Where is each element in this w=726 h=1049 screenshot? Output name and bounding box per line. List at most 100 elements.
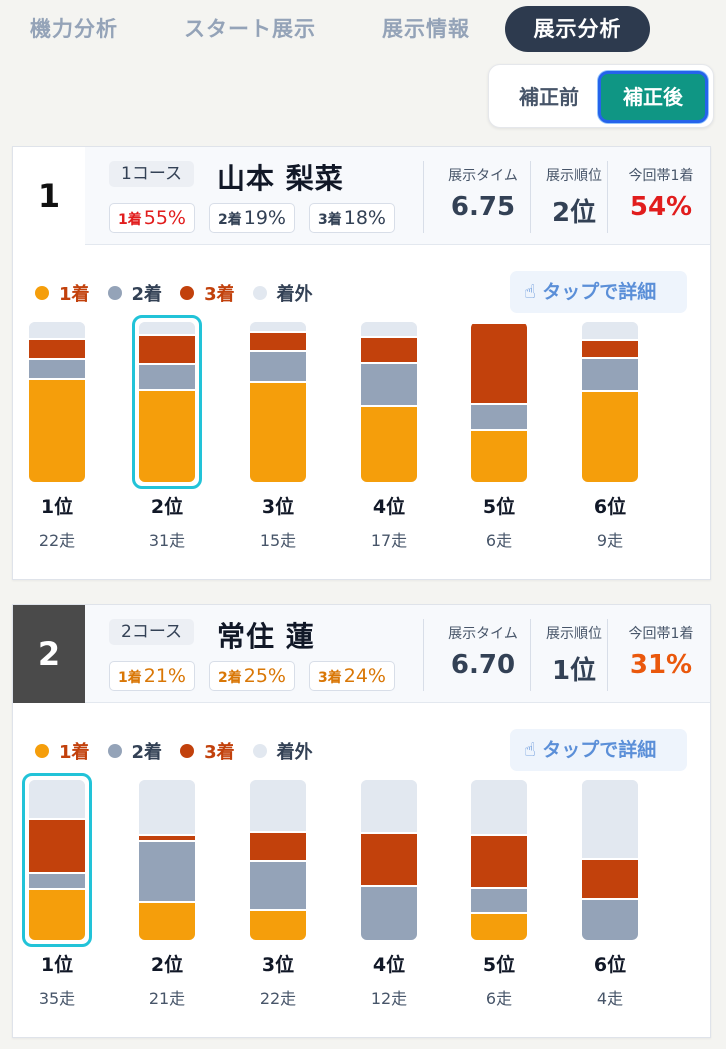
tap-for-details-button[interactable]: ☝ タップで詳細 <box>510 271 687 313</box>
rank-stacked-bar[interactable] <box>139 322 195 482</box>
bar-segment-p2 <box>361 363 417 407</box>
bar-rank-label: 3位 <box>261 954 295 976</box>
bar-rank-label: 2位 <box>150 496 184 518</box>
bar-segment-p1 <box>250 911 306 940</box>
bar-segment-p3 <box>29 820 85 875</box>
legend-dot <box>35 744 49 758</box>
bar-segment-p1 <box>29 379 85 482</box>
bar-segment-p2 <box>250 352 306 383</box>
bar-segment-p2 <box>471 888 527 915</box>
bar-rank-label: 4位 <box>372 954 406 976</box>
rank-stacked-bar[interactable] <box>361 780 417 940</box>
legend-dot <box>35 286 49 300</box>
rate-value: 24% <box>343 665 386 687</box>
bar-segment-p3 <box>361 338 417 364</box>
bar-rank-label: 1位 <box>40 496 74 518</box>
legend-outside: 着外 <box>252 738 313 764</box>
rank-stacked-bar[interactable] <box>250 780 306 940</box>
exhibition-time-label: 展示タイム <box>448 168 518 184</box>
chart-legend: 1着 2着 3着 着外 <box>35 281 331 305</box>
divider <box>530 161 531 233</box>
bar-segment-p3 <box>250 333 306 353</box>
first-place-rate-label: 今回帯1着 <box>628 168 694 184</box>
bar-segment-pout <box>361 322 417 338</box>
bar-segment-p1 <box>582 392 638 482</box>
rate-label: 3着 <box>318 670 342 686</box>
bar-segment-pout <box>582 780 638 860</box>
bar-rank-label: 2位 <box>150 954 184 976</box>
rate-label: 2着 <box>218 212 242 228</box>
legend-label: 1着 <box>59 742 90 763</box>
pointer-icon: ☝ <box>524 739 543 761</box>
exhibition-time-value: 6.75 <box>450 192 516 222</box>
bar-segment-pout <box>471 780 527 836</box>
bar-segment-p1 <box>139 903 195 940</box>
after-correction-button[interactable]: 補正後 <box>598 71 708 123</box>
bar-segment-p1 <box>471 914 527 940</box>
selected-bar-highlight <box>132 315 202 489</box>
legend-dot <box>107 286 122 300</box>
legend-second: 2着 <box>107 738 162 764</box>
bar-segment-p1 <box>250 382 306 482</box>
legend-label: 着外 <box>276 742 313 763</box>
bar-segment-p3 <box>139 336 195 366</box>
selected-bar-highlight <box>22 773 92 947</box>
racer-header: 1 1コース 山本 梨菜 1着 55% 2着 19% 3着 18% 展示タイム 6.7… <box>13 147 710 245</box>
tab-exhibition-analysis[interactable]: 展示分析 <box>505 6 650 52</box>
bar-segment-p3 <box>471 836 527 889</box>
legend-dot <box>252 744 267 758</box>
rank-stacked-bar[interactable] <box>250 322 306 482</box>
rank-stacked-bar[interactable] <box>139 780 195 940</box>
racer-card: 2 2コース 常住 蓮 1着 21% 2着 25% 3着 24% 展示タイム 6.70… <box>12 604 711 1038</box>
rate-value: 19% <box>243 207 286 229</box>
bar-segment-pout <box>250 780 306 833</box>
rate-value: 21% <box>143 665 186 687</box>
rank-stacked-bar[interactable] <box>471 322 527 482</box>
tab-exhibition-info[interactable]: 展示情報 <box>382 17 470 41</box>
bar-segment-p2 <box>29 360 85 380</box>
bar-segment-p1 <box>29 890 85 940</box>
tap-for-details-button[interactable]: ☝ タップで詳細 <box>510 729 687 771</box>
rank-stacked-bar[interactable] <box>29 780 85 940</box>
first-place-rate-value: 31% <box>629 650 693 680</box>
bar-segment-p1 <box>361 406 417 482</box>
divider <box>423 619 424 691</box>
racer-header: 2 2コース 常住 蓮 1着 21% 2着 25% 3着 24% 展示タイム 6.70… <box>13 605 710 703</box>
tap-label: タップで詳細 <box>542 281 657 303</box>
rate-label: 1着 <box>118 670 142 686</box>
bar-segment-pout <box>139 780 195 836</box>
chart-legend: 1着 2着 3着 着外 <box>35 739 331 763</box>
rank-stacked-bar[interactable] <box>582 322 638 482</box>
rank-stacked-bar[interactable] <box>361 322 417 482</box>
bar-rank-label: 6位 <box>593 954 627 976</box>
tab-machine-analysis[interactable]: 機力分析 <box>30 17 118 41</box>
divider <box>423 161 424 233</box>
bar-rank-label: 6位 <box>593 496 627 518</box>
pointer-icon: ☝ <box>524 281 543 303</box>
first-rate-chip: 1着 55% <box>109 203 195 233</box>
lane-number: 2 <box>13 605 85 703</box>
bar-segment-p2 <box>471 405 527 431</box>
bar-segment-p1 <box>471 430 527 482</box>
legend-third: 3着 <box>180 280 235 306</box>
bar-rank-label: 5位 <box>482 496 516 518</box>
bar-segment-pout <box>361 780 417 835</box>
exhibition-rank-value: 2位 <box>551 198 597 228</box>
bar-runs-label: 12走 <box>370 989 408 1008</box>
rate-label: 1着 <box>118 212 142 228</box>
bar-segment-p2 <box>582 358 638 393</box>
rank-stacked-bar[interactable] <box>471 780 527 940</box>
legend-label: 3着 <box>204 742 235 763</box>
tab-start-exhibition[interactable]: スタート展示 <box>184 17 316 41</box>
before-correction-button[interactable]: 補正前 <box>519 85 579 109</box>
legend-dot <box>252 286 267 300</box>
rank-stacked-bar[interactable] <box>582 780 638 940</box>
bar-runs-label: 21走 <box>148 989 186 1008</box>
legend-dot <box>107 744 122 758</box>
bar-runs-label: 22走 <box>259 989 297 1008</box>
legend-first: 1着 <box>35 738 90 764</box>
legend-label: 1着 <box>59 284 90 305</box>
rank-stacked-bar[interactable] <box>29 322 85 482</box>
bar-segment-pout <box>471 322 527 324</box>
exhibition-rank-label: 展示順位 <box>546 626 602 642</box>
